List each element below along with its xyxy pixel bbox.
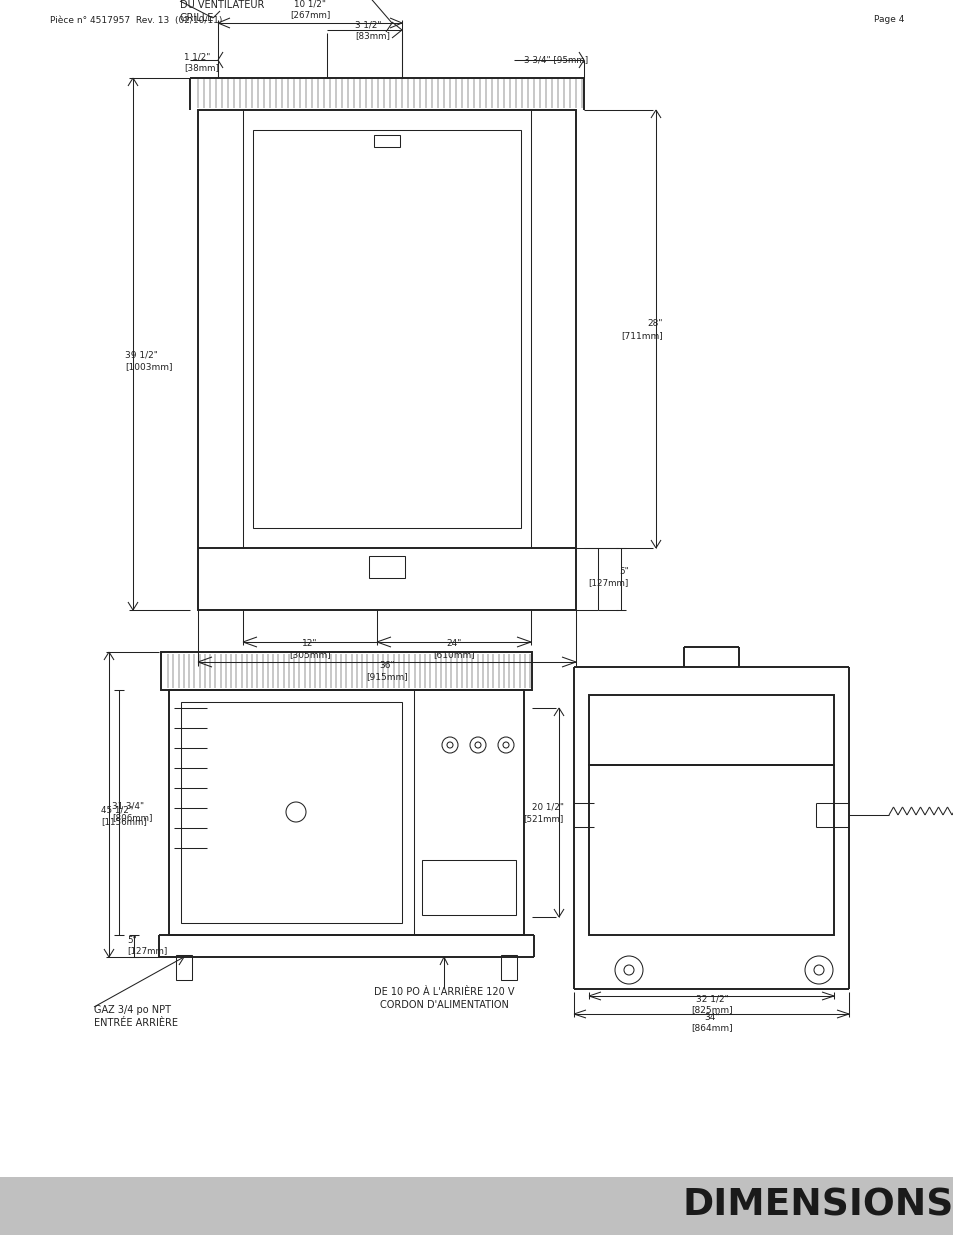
Text: 5": 5" — [618, 568, 628, 577]
Bar — [161, 652, 532, 690]
Text: 12": 12" — [302, 640, 317, 648]
Text: 32 1/2": 32 1/2" — [695, 994, 727, 1004]
Text: DU VENTILATEUR: DU VENTILATEUR — [180, 0, 264, 10]
Text: Pièce n° 4517957  Rev. 13  (02/10/11): Pièce n° 4517957 Rev. 13 (02/10/11) — [50, 16, 222, 25]
Text: [521mm]: [521mm] — [523, 815, 563, 824]
Text: 36": 36" — [378, 662, 395, 671]
Bar — [175, 955, 192, 981]
Text: [806mm]: [806mm] — [112, 814, 152, 823]
Bar — [0, 1177, 953, 1235]
Bar — [374, 135, 399, 147]
Bar — [588, 695, 833, 764]
Text: 34": 34" — [703, 1013, 719, 1021]
Text: [825mm]: [825mm] — [691, 1005, 732, 1014]
Text: [915mm]: [915mm] — [366, 673, 408, 682]
Text: 45 1/2": 45 1/2" — [101, 805, 132, 815]
Text: 1 1/2": 1 1/2" — [184, 53, 211, 62]
Text: 24": 24" — [446, 640, 461, 648]
Text: [127mm]: [127mm] — [588, 578, 628, 588]
Bar — [253, 130, 520, 529]
Text: [127mm]: [127mm] — [127, 946, 167, 956]
Text: DE 10 PO À L'ARRIÈRE 120 V: DE 10 PO À L'ARRIÈRE 120 V — [374, 987, 514, 997]
Text: [267mm]: [267mm] — [290, 11, 330, 20]
Text: 20 1/2": 20 1/2" — [532, 803, 563, 811]
Text: [38mm]: [38mm] — [184, 63, 219, 73]
Text: [305mm]: [305mm] — [289, 651, 331, 659]
Text: DIMENSIONS: DIMENSIONS — [681, 1188, 953, 1224]
Text: 10 1/2": 10 1/2" — [294, 0, 326, 9]
Bar — [421, 860, 516, 915]
Bar — [198, 110, 576, 610]
Text: GRILLE: GRILLE — [180, 14, 214, 23]
Text: [83mm]: [83mm] — [355, 32, 390, 41]
Text: GAZ 3/4 po NPT: GAZ 3/4 po NPT — [94, 1005, 171, 1015]
Text: Page 4: Page 4 — [873, 16, 903, 25]
Text: 3 3/4" [95mm]: 3 3/4" [95mm] — [523, 56, 587, 64]
Text: 31 3/4": 31 3/4" — [112, 802, 144, 810]
Text: 5": 5" — [127, 936, 136, 946]
Bar — [181, 701, 401, 923]
Text: [711mm]: [711mm] — [620, 331, 662, 341]
Text: 39 1/2": 39 1/2" — [125, 351, 157, 359]
Text: 3 1/2": 3 1/2" — [355, 21, 381, 30]
Text: [610mm]: [610mm] — [433, 651, 475, 659]
Bar — [588, 764, 833, 935]
Text: ENTRÉE ARRIÈRE: ENTRÉE ARRIÈRE — [94, 1018, 178, 1028]
Text: [1003mm]: [1003mm] — [125, 363, 172, 372]
Text: 28": 28" — [647, 320, 662, 329]
Text: CORDON D'ALIMENTATION: CORDON D'ALIMENTATION — [379, 1000, 508, 1010]
Text: [1156mm]: [1156mm] — [101, 818, 147, 826]
Text: [864mm]: [864mm] — [691, 1024, 732, 1032]
Bar — [500, 955, 517, 981]
Bar — [169, 690, 523, 935]
Bar — [369, 556, 405, 578]
